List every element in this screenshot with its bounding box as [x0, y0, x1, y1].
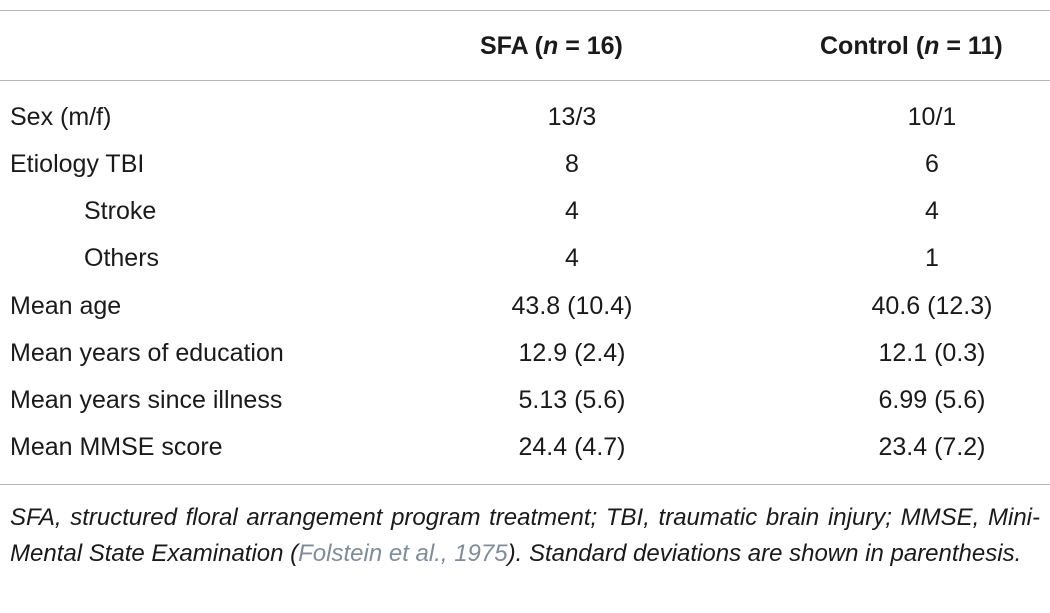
footnote-text-after: ). Standard deviations are shown in pare… — [507, 540, 1022, 567]
table-row: Mean years of education 12.9 (2.4) 12.1 … — [0, 330, 1050, 377]
cell-control: 12.1 (0.3) — [878, 339, 986, 367]
citation-link[interactable]: Folstein et al., 1975 — [298, 540, 508, 567]
table-bottom-rule — [0, 484, 1050, 485]
cell-control: 10/1 — [907, 103, 957, 131]
cell-sfa: 4 — [565, 197, 579, 225]
row-label: Sex (m/f) — [10, 103, 112, 131]
header-sfa: SFA (n = 16) — [480, 28, 660, 64]
footnote-text-before: SFA, structured floral arrangement progr… — [10, 504, 1040, 567]
cell-sfa: 5.13 (5.6) — [518, 386, 626, 414]
cell-control: 6.99 (5.6) — [878, 386, 986, 414]
row-label: Others — [84, 244, 160, 272]
table-header-rule — [0, 80, 1050, 81]
cell-control: 6 — [925, 150, 939, 178]
table-row: Etiology TBI 8 6 — [0, 141, 1050, 188]
table-footnote: SFA, structured floral arrangement progr… — [10, 500, 1040, 572]
table-row: Mean MMSE score 24.4 (4.7) 23.4 (7.2) — [0, 424, 1050, 471]
table-row: Mean years since illness 5.13 (5.6) 6.99… — [0, 377, 1050, 424]
cell-control: 4 — [925, 197, 939, 225]
cell-sfa: 43.8 (10.4) — [511, 292, 633, 320]
cell-sfa: 8 — [565, 150, 579, 178]
row-label: Mean years since illness — [10, 386, 283, 414]
table-top-rule — [0, 10, 1050, 11]
cell-sfa: 12.9 (2.4) — [518, 339, 626, 367]
row-label: Mean MMSE score — [10, 433, 223, 461]
row-label: Stroke — [84, 197, 157, 225]
header-control: Control (n = 11) — [820, 28, 1045, 64]
row-label: Mean years of education — [10, 339, 284, 367]
cell-control: 1 — [925, 244, 939, 272]
cell-sfa: 24.4 (4.7) — [518, 433, 626, 461]
cell-sfa: 13/3 — [547, 103, 597, 131]
row-label: Mean age — [10, 292, 122, 320]
table-row: Sex (m/f) 13/3 10/1 — [0, 94, 1050, 141]
header-control-n: n — [924, 32, 940, 60]
table-row: Others 4 1 — [0, 235, 1050, 282]
header-sfa-suffix: = 16) — [558, 32, 623, 60]
header-control-suffix: = 11) — [939, 32, 1003, 60]
header-sfa-prefix: SFA ( — [480, 32, 543, 60]
row-label: Etiology TBI — [10, 150, 145, 178]
table-row: Stroke 4 4 — [0, 188, 1050, 235]
cell-control: 40.6 (12.3) — [871, 292, 993, 320]
table-row: Mean age 43.8 (10.4) 40.6 (12.3) — [0, 283, 1050, 330]
header-sfa-n: n — [542, 32, 559, 60]
cell-sfa: 4 — [565, 244, 579, 272]
header-control-prefix: Control ( — [820, 32, 925, 60]
cell-control: 23.4 (7.2) — [878, 433, 986, 461]
